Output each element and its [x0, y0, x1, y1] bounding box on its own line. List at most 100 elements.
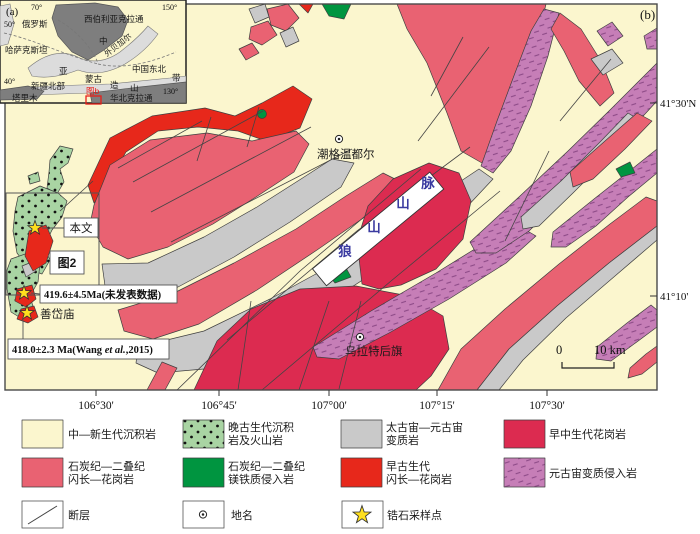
- fault-line: [170, 148, 353, 243]
- fault-line: [176, 168, 422, 391]
- inset-border-dashed: [97, 51, 177, 67]
- fault-line: [246, 106, 260, 148]
- geo-green-intrusion: [615, 161, 636, 178]
- lon-label: 107°15': [419, 400, 454, 412]
- inset-map: (a) 70° 150° 50° 40° 130° 俄罗斯 西伯利亚克拉通 哈萨…: [0, 0, 187, 105]
- fault-line: [261, 190, 501, 391]
- fault-line: [117, 120, 203, 169]
- geo-purple-patch: [596, 21, 624, 47]
- legend-symbol-box-place: [182, 500, 225, 529]
- place-label-shandaimiao: 善岱庙: [40, 307, 75, 321]
- fault-line: [237, 300, 252, 391]
- inset-fig-b-ref: 图b: [86, 86, 100, 96]
- fault-line: [132, 110, 264, 183]
- fault-line: [504, 150, 550, 242]
- scale-bar: 0 10 km: [556, 343, 626, 369]
- legend-swatch-cenozoic-sediment: [21, 419, 64, 449]
- legend-symbol-box-star: [341, 500, 384, 529]
- lon-label: 107°00': [311, 400, 346, 412]
- inset-orogen-char: 造: [110, 80, 119, 90]
- fault-line: [196, 116, 212, 162]
- scale-zero-label: 0: [556, 343, 562, 357]
- legend-label: 岩及火山岩: [228, 433, 283, 447]
- legend-label: 中—新生代沉积岩: [68, 427, 156, 441]
- inset-tick: 130°: [163, 87, 178, 96]
- geo-pink-patch: [266, 3, 300, 32]
- geo-pink-patch: [238, 42, 260, 61]
- inset-orogen-char: 亚: [59, 66, 68, 76]
- geo-green-dotted: [46, 145, 74, 195]
- geo-purple-band: [480, 8, 560, 174]
- legend-swatch-carb-perm-granite: [21, 457, 64, 488]
- lat-label: 41°30'N: [660, 98, 696, 110]
- lat-label: 41°10': [660, 291, 688, 303]
- fault-line: [298, 300, 330, 391]
- age-unpublished-label: 419.6±4.5Ma(未发表数据): [44, 288, 162, 301]
- legend-label: 早古生代: [386, 459, 430, 473]
- fault-line: [430, 36, 464, 97]
- legend-label: 晚古生代沉积: [228, 420, 294, 434]
- legend-label: 地名: [231, 508, 253, 522]
- inset-region-russia: 俄罗斯: [22, 19, 48, 29]
- inset-region-kazakhstan: 哈萨克斯坦: [5, 45, 48, 55]
- inset-tick: 70°: [31, 3, 42, 12]
- geo-gray-patch: [279, 26, 300, 48]
- inset-border-dashed: [57, 19, 99, 64]
- geo-pink-massif: [89, 130, 310, 260]
- lon-label: 107°30': [529, 400, 564, 412]
- place-marker-icon: [355, 332, 365, 342]
- scale-distance-label: 10 km: [594, 343, 626, 357]
- legend-label: 断层: [68, 508, 90, 522]
- inset-belt-margin: [27, 25, 159, 78]
- inset-orogen-char: 山: [130, 83, 139, 93]
- legend-label: 太古宙—元古宙: [386, 420, 463, 434]
- legend-label: 镁铁质侵入岩: [228, 472, 294, 486]
- panel-b-label: (b): [640, 7, 655, 22]
- legend-label: 早中生代花岗岩: [549, 427, 626, 441]
- legend-label: 锆石采样点: [387, 508, 442, 522]
- geo-pink-strip: [550, 12, 615, 107]
- map-frame: [4, 3, 658, 391]
- legend: 中—新生代沉积岩 晚古生代沉积 岩及火山岩 太古宙—元古宙 变质岩 早中生代花岗…: [21, 419, 637, 529]
- inset-region-mongolia: 蒙古: [85, 74, 103, 84]
- geology-layer: [6, 3, 658, 391]
- inset-fig-b-extent-box: [85, 95, 102, 105]
- mountain-range-banner: 狼 山 山 脉: [311, 171, 445, 287]
- inset-geology: [0, 2, 186, 103]
- geo-crimson-massif: [356, 162, 472, 290]
- this-paper-box: [63, 217, 99, 238]
- legend-label: 闪长—花岗岩: [386, 472, 452, 486]
- inset-region-xinjiang: 新疆北部: [31, 81, 66, 91]
- fig2-label: 图2: [58, 256, 77, 270]
- legend-swatch-proterozoic-intrusion: [503, 457, 546, 488]
- geo-gray-patch: [248, 3, 270, 24]
- place-label-wulatehouqi: 乌拉特后旗: [345, 344, 403, 358]
- age-wang-box: [7, 338, 170, 360]
- inset-north-china-craton: [89, 81, 186, 103]
- mountain-char: 脉: [420, 175, 435, 191]
- panel-a-label: (a): [6, 6, 19, 18]
- leader-line: [30, 292, 41, 295]
- legend-swatch-early-paleozoic-granite: [340, 457, 383, 488]
- fig2-box: [49, 250, 85, 275]
- fault-line: [338, 300, 362, 390]
- lon-label: 106°45': [201, 400, 236, 412]
- fault-line: [59, 180, 94, 212]
- fault-line: [559, 58, 612, 122]
- geo-purple-band: [312, 225, 537, 360]
- legend-swatch-late-paleozoic: [182, 419, 225, 449]
- inset-region-siberian-craton: 西伯利亚克拉通: [84, 14, 144, 24]
- geo-pink-strip: [569, 112, 653, 188]
- legend-label: 闪长—花岗岩: [68, 472, 134, 486]
- place-label-chaogewenduer: 潮格温都尔: [317, 147, 375, 161]
- geo-gray-patch: [590, 48, 624, 76]
- geo-green-dotted: [27, 171, 41, 185]
- legend-swatch-mesozoic-granite: [503, 419, 546, 449]
- age-unpublished-box: [39, 284, 178, 304]
- this-paper-label: 本文: [70, 221, 93, 235]
- scale-bar-bracket: [561, 362, 615, 369]
- legend-label: 石炭纪—二叠纪: [228, 460, 305, 473]
- fault-line: [150, 126, 312, 213]
